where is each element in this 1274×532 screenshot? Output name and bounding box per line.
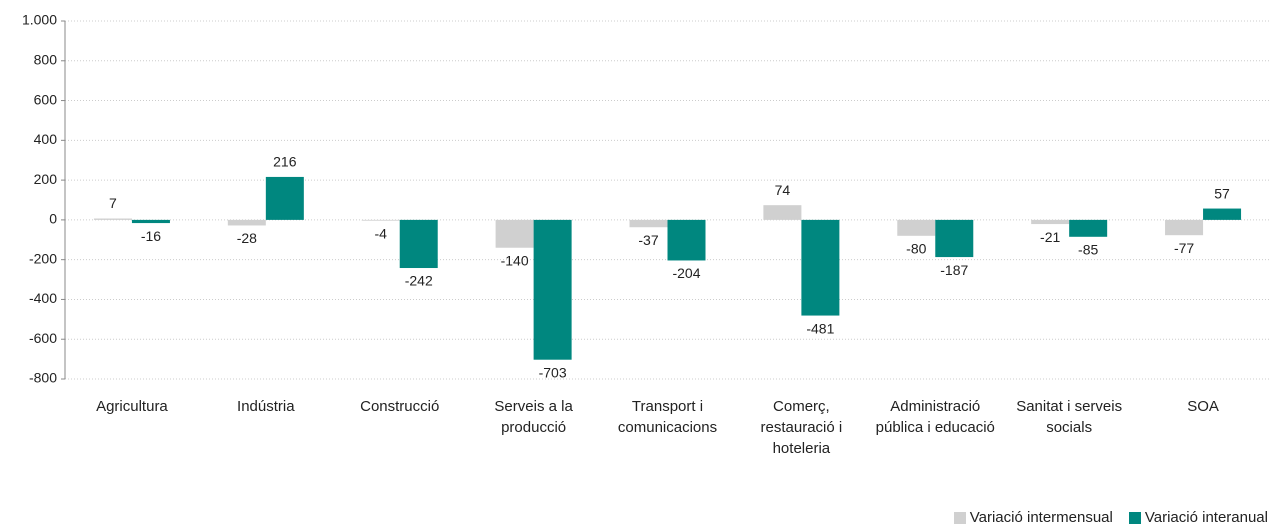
bar [533, 219, 572, 360]
legend: Variació intermensual Variació interanual [953, 509, 1268, 526]
bar [1165, 219, 1204, 236]
legend-swatch [1128, 511, 1141, 524]
bar [1203, 208, 1242, 220]
legend-item: Variació interanual [1128, 509, 1268, 526]
y-tick-label: 400 [34, 131, 58, 147]
y-tick-label: 1.000 [22, 12, 57, 28]
bar [1031, 219, 1070, 225]
data-label: -16 [141, 228, 161, 244]
y-tick-label: -600 [29, 330, 57, 346]
legend-label: Variació interanual [1144, 509, 1268, 526]
bar [801, 219, 840, 316]
data-label: -242 [405, 273, 433, 289]
data-label: -703 [539, 364, 567, 380]
bar [629, 219, 668, 228]
x-tick-label: Comerç, restauració i hoteleria [760, 398, 843, 457]
x-tick-label: Administració pública i educació [875, 398, 995, 436]
data-label: -481 [806, 320, 834, 336]
data-label: -187 [940, 262, 968, 278]
y-tick-label: -200 [29, 250, 57, 266]
bar [131, 219, 170, 224]
data-label: -21 [1040, 229, 1060, 245]
bar [763, 205, 802, 220]
x-tick-label: Construcció [360, 398, 440, 415]
x-tick-label: Indústria [237, 398, 295, 415]
data-label: -4 [374, 225, 387, 241]
data-label: 7 [109, 195, 117, 211]
data-label: -140 [501, 252, 529, 268]
data-label: -80 [906, 241, 926, 257]
bar [495, 219, 534, 248]
bar [667, 219, 706, 261]
bar [93, 218, 132, 220]
data-label: 57 [1214, 185, 1230, 201]
bar [361, 219, 400, 221]
x-tick-label: SOA [1187, 398, 1219, 415]
bar [1069, 219, 1108, 237]
x-tick-label: Serveis a la producció [494, 398, 573, 436]
data-label: -77 [1174, 240, 1194, 256]
y-tick-label: -400 [29, 290, 57, 306]
bar [265, 176, 304, 220]
data-label: -204 [672, 265, 700, 281]
y-tick-label: 200 [34, 171, 58, 187]
y-tick-label: -800 [29, 370, 57, 386]
data-label: 74 [775, 182, 791, 198]
legend-label: Variació intermensual [969, 509, 1113, 526]
legend-swatch [953, 511, 966, 524]
bar [935, 219, 974, 258]
x-tick-label: Agricultura [96, 398, 168, 415]
data-label: -28 [237, 230, 257, 246]
x-tick-label: Transport i comunicacions [617, 398, 718, 436]
bar [897, 219, 936, 236]
y-tick-label: 600 [34, 91, 58, 107]
bar [227, 219, 266, 226]
data-label: 216 [273, 154, 297, 170]
x-tick-label: Sanitat i serveis socials [1016, 398, 1123, 436]
legend-item: Variació intermensual [953, 509, 1113, 526]
y-tick-label: 800 [34, 51, 58, 67]
data-label: -85 [1078, 241, 1098, 257]
bar [399, 219, 438, 269]
data-label: -37 [638, 232, 658, 248]
y-tick-label: 0 [49, 211, 57, 227]
